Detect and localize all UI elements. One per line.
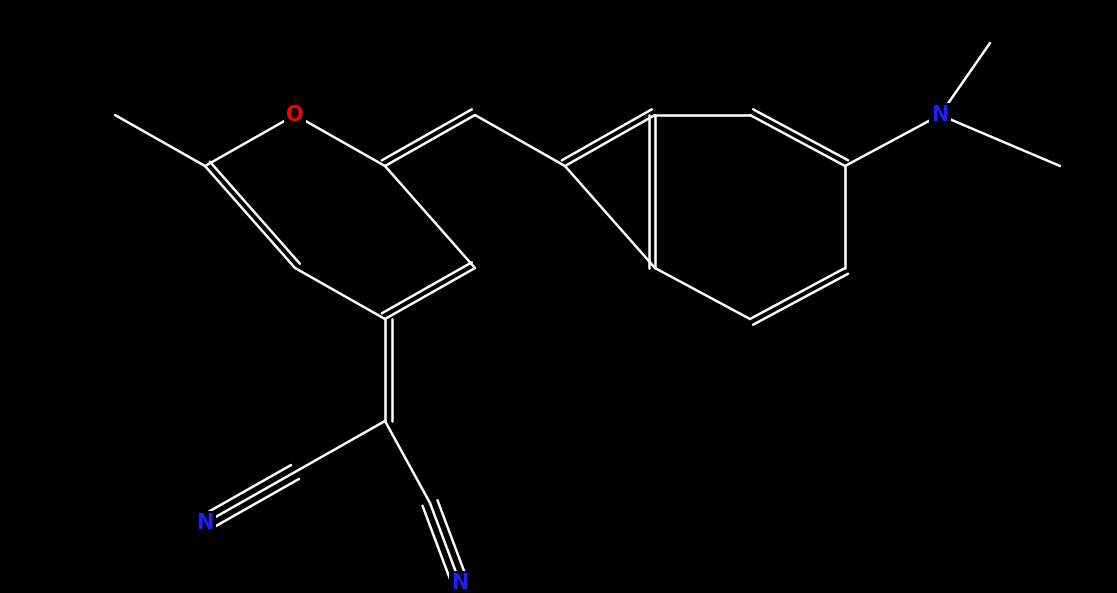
Text: N: N	[197, 513, 213, 533]
Text: N: N	[451, 573, 469, 593]
Text: N: N	[932, 105, 948, 125]
Text: O: O	[286, 105, 304, 125]
